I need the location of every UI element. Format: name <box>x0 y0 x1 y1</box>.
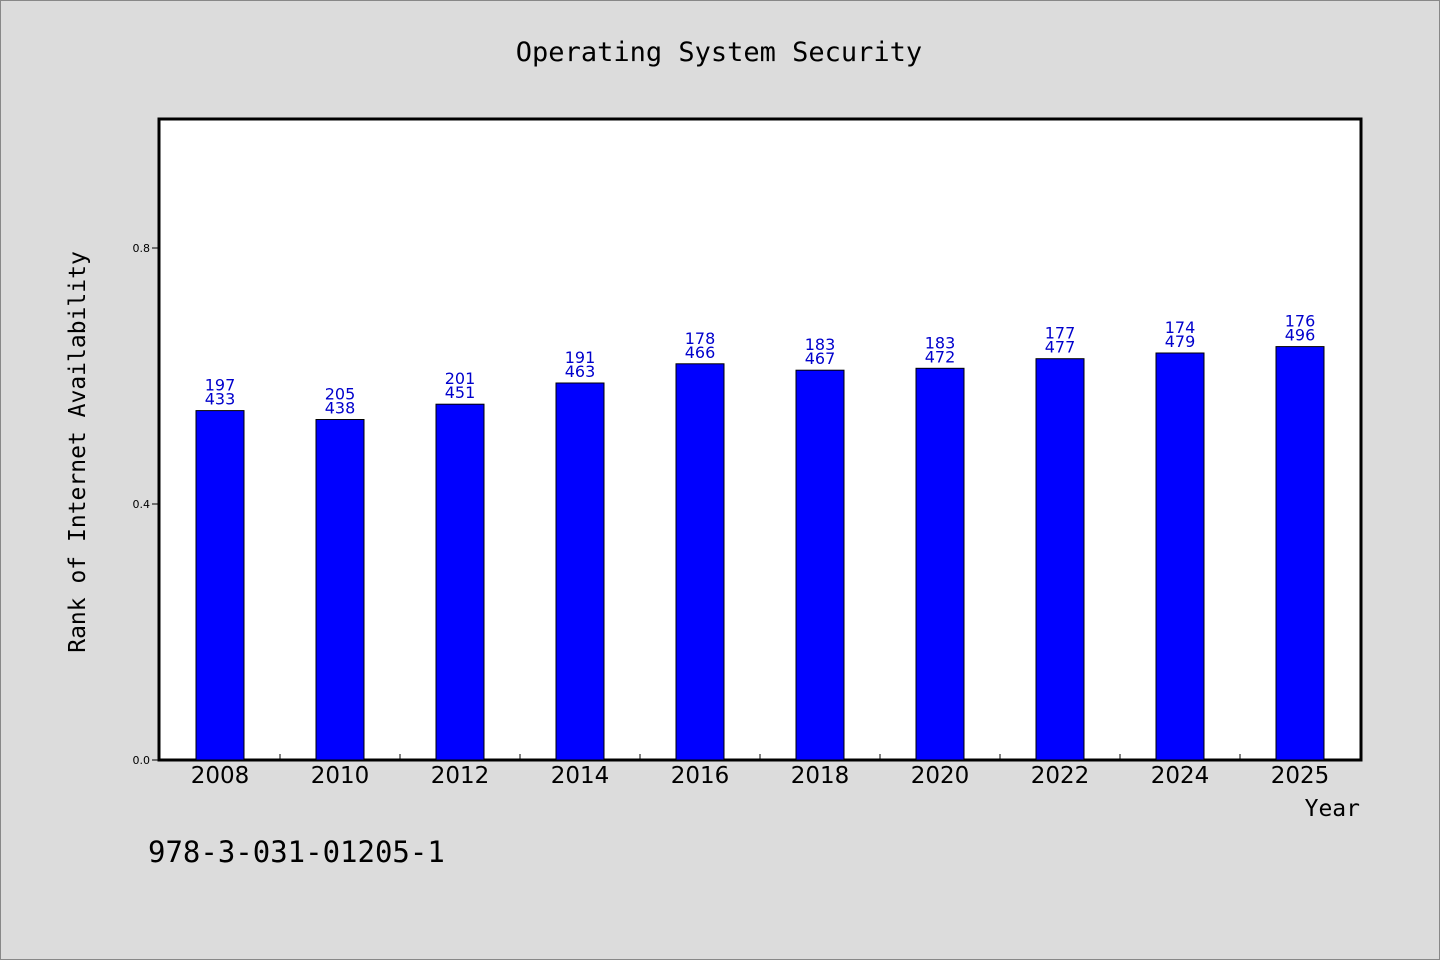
data-label-bottom: 451 <box>445 383 476 402</box>
data-label-bottom: 438 <box>325 399 356 418</box>
y-tick-label: 0.4 <box>133 498 151 511</box>
x-tick-label: 2014 <box>551 763 610 789</box>
x-tick-label: 2018 <box>791 763 850 789</box>
data-label-top: 183 <box>925 333 956 352</box>
x-axis-label: Year <box>1305 796 1360 822</box>
x-tick-label: 2008 <box>191 763 250 789</box>
x-tick-label: 2024 <box>1151 763 1210 789</box>
chart-title: Operating System Security <box>516 37 922 68</box>
data-label-bottom: 472 <box>925 347 956 366</box>
data-label-bottom: 496 <box>1285 326 1316 345</box>
bar <box>315 419 365 761</box>
x-tick-label: 2022 <box>1031 763 1090 789</box>
x-tick-label: 2010 <box>311 763 370 789</box>
data-label-top: 191 <box>565 348 596 367</box>
data-label-top: 183 <box>805 335 836 354</box>
bar <box>435 403 485 761</box>
y-axis-label: Rank of Internet Availability <box>65 251 91 653</box>
data-label-bottom: 466 <box>685 343 716 362</box>
y-tick-label: 0.0 <box>133 754 151 767</box>
bar <box>675 363 725 761</box>
bar <box>555 382 605 761</box>
bar <box>1035 358 1085 761</box>
data-label-top: 174 <box>1165 318 1196 337</box>
data-label-top: 178 <box>685 329 716 348</box>
data-label-bottom: 433 <box>205 390 236 409</box>
bar <box>795 369 845 761</box>
data-label-bottom: 467 <box>805 349 836 368</box>
data-label-bottom: 479 <box>1165 332 1196 351</box>
data-label-top: 177 <box>1045 324 1076 343</box>
x-tick-label: 2025 <box>1271 763 1330 789</box>
data-label-bottom: 463 <box>565 362 596 381</box>
data-label-top: 176 <box>1285 312 1316 331</box>
bar <box>195 410 245 761</box>
x-tick-label: 2020 <box>911 763 970 789</box>
ticks-group: 2008 2010 2012 2014 2016 2018 2020 2022 2024 2025… <box>133 242 1330 789</box>
footer-isbn: 978-3-031-01205-1 <box>148 835 445 869</box>
bar <box>1275 346 1325 761</box>
bar <box>915 367 965 761</box>
x-tick-label: 2012 <box>431 763 490 789</box>
data-label-top: 201 <box>445 369 476 388</box>
bar <box>1155 352 1205 761</box>
x-tick-label: 2016 <box>671 763 730 789</box>
data-label-top: 197 <box>205 376 236 395</box>
data-label-bottom: 477 <box>1045 338 1076 357</box>
data-label-top: 205 <box>325 385 356 404</box>
y-tick-label: 0.8 <box>133 242 151 255</box>
